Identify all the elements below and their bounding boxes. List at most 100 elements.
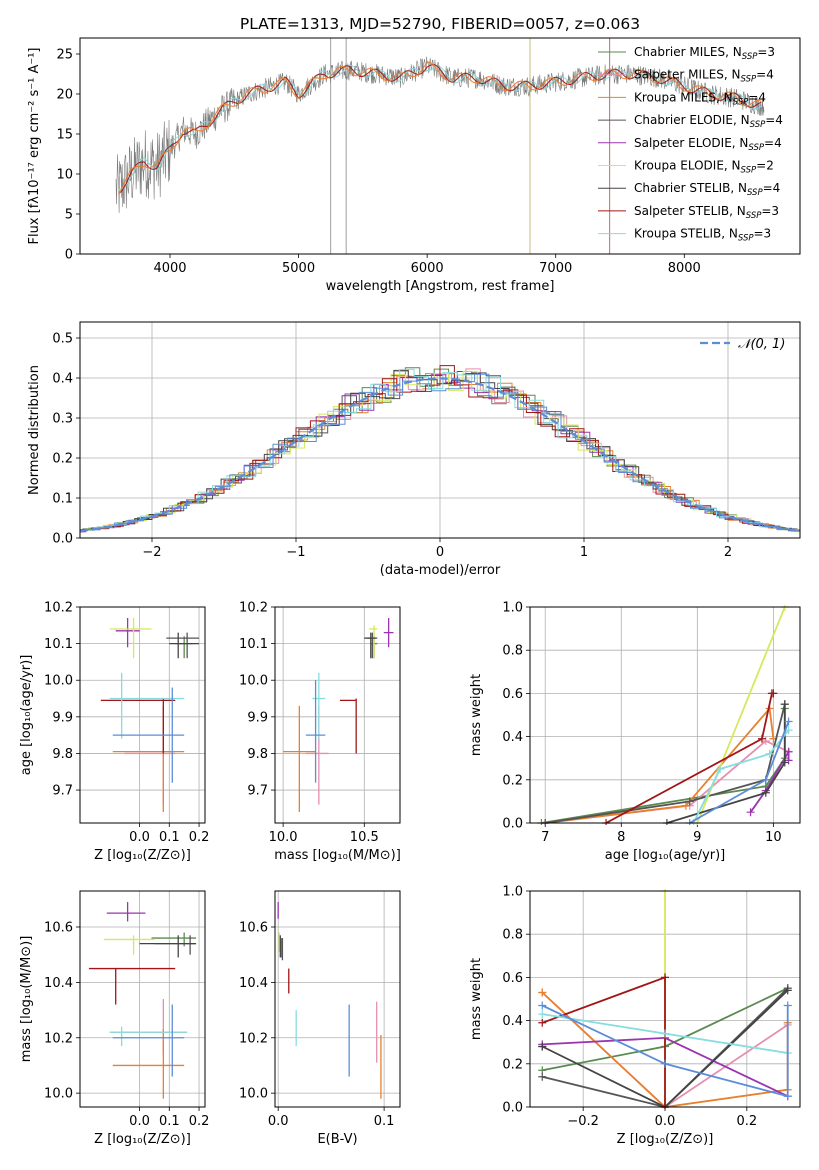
x-tick-label: −2 — [142, 545, 161, 560]
legend-entry: Salpeter STELIB, NSSP=3 — [634, 204, 779, 221]
y-tick-label: 10.6 — [239, 921, 268, 936]
weight-line — [545, 703, 786, 824]
y-tick-label: 10.0 — [44, 674, 73, 689]
plus-marker — [746, 808, 755, 817]
legend-entry: Kroupa MILES, NSSP=4 — [634, 90, 766, 107]
plus-marker — [681, 801, 690, 810]
y-axis-label: Normed distribution — [27, 365, 42, 495]
legend-entry: Kroupa STELIB, NSSP=3 — [634, 227, 771, 244]
weight-lines — [538, 889, 792, 1109]
plus-marker — [784, 717, 793, 726]
y-tick-label: 0.6 — [502, 687, 523, 702]
legend-entry: 𝒩(0, 1) — [738, 337, 785, 352]
x-tick-label: 6000 — [411, 261, 444, 276]
x-tick-label: 4000 — [153, 261, 186, 276]
x-axis-label: (data-model)/error — [380, 563, 501, 578]
gaussian-curve — [80, 377, 800, 533]
weight-line — [749, 748, 790, 813]
model-curve — [118, 64, 762, 191]
y-tick-label: 0.2 — [52, 452, 73, 467]
x-tick-label: 0.0 — [268, 1114, 289, 1129]
x-axis-label: wavelength [Angstrom, rest frame] — [326, 279, 555, 294]
y-tick-label: 1.0 — [502, 601, 523, 616]
weight-line — [692, 729, 790, 824]
histogram-step — [80, 365, 800, 533]
weight-lines — [537, 605, 793, 825]
plus-marker — [761, 788, 770, 797]
y-axis-label: mass weight — [469, 958, 484, 1040]
x-tick-label: 0 — [436, 545, 444, 560]
residual-histograms — [80, 365, 800, 533]
x-tick-label: −1 — [286, 545, 305, 560]
frame-mass_vs_Z — [79, 890, 206, 1108]
x-tick-label: 10 — [765, 830, 782, 845]
x-tick-label: 0.0 — [129, 1114, 150, 1129]
y-tick-label: 10.2 — [239, 1031, 268, 1046]
x-tick-label: 10.5 — [350, 830, 379, 845]
y-tick-label: 10.0 — [239, 674, 268, 689]
legend-entry: Salpeter ELODIE, NSSP=4 — [634, 136, 782, 153]
y-tick-label: 10.6 — [44, 921, 73, 936]
plus-marker — [716, 765, 725, 773]
residuals-frame — [79, 321, 801, 539]
model-curve — [118, 64, 762, 195]
y-tick-label: 5 — [65, 208, 73, 223]
y-axis-label: age [log₁₀(age/yr)] — [19, 655, 34, 776]
y-tick-label: 15 — [56, 128, 73, 143]
legend-entry: Salpeter MILES, NSSP=4 — [634, 68, 774, 85]
weight-line — [541, 976, 666, 1107]
y-tick-label: 20 — [56, 88, 73, 103]
y-tick-label: 0.0 — [502, 817, 523, 832]
x-axis-label: mass [log₁₀(M/M⊙)] — [274, 848, 401, 863]
legend-entry: Chabrier ELODIE, NSSP=4 — [634, 113, 783, 130]
y-tick-label: 9.7 — [247, 784, 268, 799]
y-tick-label: 9.8 — [52, 747, 73, 762]
y-tick-label: 0.4 — [52, 372, 73, 387]
x-tick-label: 0.2 — [189, 830, 210, 845]
y-tick-label: 0.4 — [502, 730, 523, 745]
axes-age_vs_mass: 10.0 10.5 9.7 9.8 9.9 10.0 10.1 10.2 mass [log₁₀… — [239, 601, 401, 864]
y-tick-label: 10.4 — [44, 976, 73, 991]
y-tick-label: 0.8 — [502, 644, 523, 659]
axes-spectrum: 4000 5000 6000 7000 8000 0 5 10 15 20 25 wavelength… — [27, 48, 701, 295]
axes-massweight_vs_Z: −0.2 0.0 0.2 0.0 0.2 0.4 0.6 0.8 1.0 Z [log₁₀(Z/Z… — [469, 885, 800, 1147]
plus-marker — [685, 797, 694, 806]
y-tick-label: 0.4 — [502, 1014, 523, 1029]
x-tick-label: 5000 — [282, 261, 315, 276]
spectrum-plot — [115, 38, 765, 254]
plus-marker — [783, 1001, 792, 1010]
plus-marker — [538, 1018, 547, 1027]
y-tick-label: 25 — [56, 48, 73, 63]
errorbar-points — [100, 617, 200, 813]
plus-marker — [765, 749, 774, 758]
x-tick-label: 0.2 — [736, 1114, 757, 1129]
legend-entry: Chabrier MILES, NSSP=3 — [634, 45, 775, 62]
x-tick-label: 7 — [541, 830, 549, 845]
errorbar-points — [88, 902, 197, 1099]
x-tick-label: 0.0 — [655, 1114, 676, 1129]
x-tick-label: −0.2 — [567, 1114, 599, 1129]
x-tick-label: 0.1 — [159, 1114, 180, 1129]
y-tick-label: 0.0 — [52, 532, 73, 547]
plus-marker — [769, 689, 778, 698]
x-tick-label: 0.2 — [189, 1114, 210, 1129]
y-tick-label: 0.2 — [502, 773, 523, 788]
plus-marker — [761, 775, 770, 784]
plus-marker — [538, 1010, 547, 1019]
axes-residuals: −2 −1 0 1 2 0.0 0.1 0.2 0.3 0.4 0.5 (data-model)/er… — [27, 322, 800, 578]
y-tick-label: 9.9 — [52, 710, 73, 725]
plus-marker — [538, 1072, 547, 1081]
y-tick-label: 10.2 — [239, 601, 268, 616]
x-tick-label: 9 — [693, 830, 701, 845]
x-tick-label: 0.1 — [374, 1114, 395, 1129]
x-tick-label: 0.0 — [129, 830, 150, 845]
histogram-step — [80, 368, 800, 532]
x-tick-label: 10.0 — [269, 830, 298, 845]
plus-marker — [780, 758, 789, 767]
model-curve — [118, 61, 762, 195]
x-tick-label: 2 — [724, 545, 732, 560]
y-tick-label: 0.1 — [52, 492, 73, 507]
frame-mass_vs_ebv — [274, 890, 401, 1108]
plus-marker — [661, 1029, 669, 1038]
x-tick-label: 8 — [617, 830, 625, 845]
